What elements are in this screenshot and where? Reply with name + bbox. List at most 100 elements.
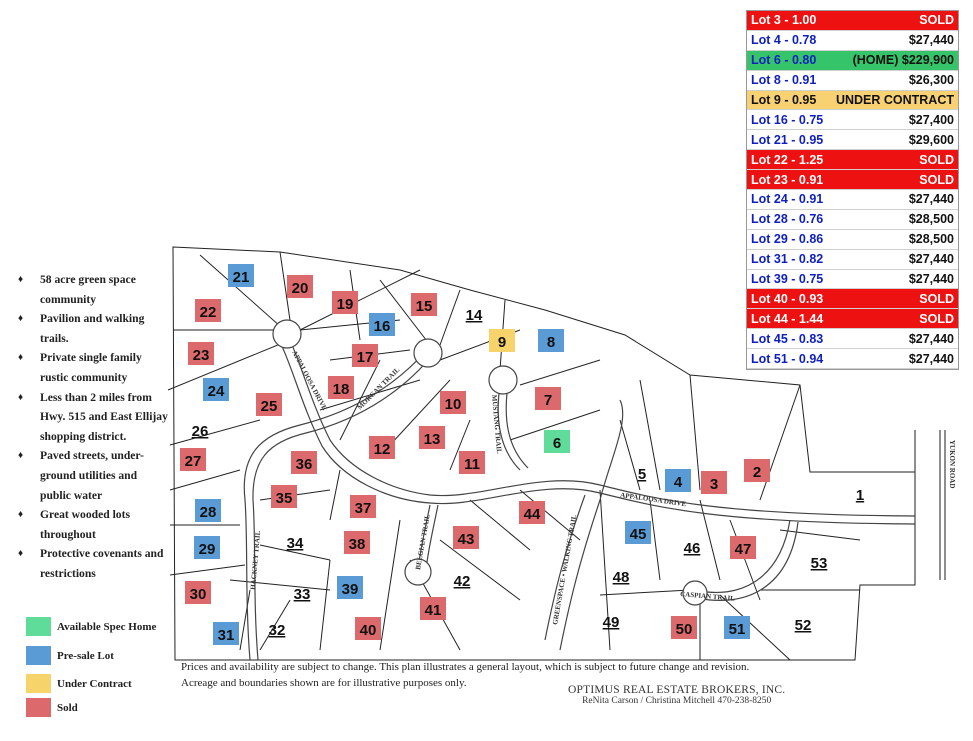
lot-number: 35 xyxy=(276,490,293,507)
price-row: Lot 4 - 0.78 $27,440 xyxy=(747,30,958,51)
lot-number: 3 xyxy=(710,476,718,493)
lot-44: 44 xyxy=(519,501,545,524)
lot-number: 21 xyxy=(233,269,250,286)
mustang-trail-road xyxy=(497,384,521,471)
lot-49: 49 xyxy=(603,614,620,631)
price-row-price: SOLD xyxy=(919,152,954,167)
lot-number: 30 xyxy=(190,586,207,603)
lot-43: 43 xyxy=(453,526,479,549)
lot-16: 16 xyxy=(369,313,395,336)
disclaimer: Prices and availability are subject to c… xyxy=(181,660,749,691)
lot-3: 3 xyxy=(701,471,727,494)
lot-number: 15 xyxy=(416,298,433,315)
lot-status-marker xyxy=(287,275,313,298)
lot-51: 51 xyxy=(724,616,750,639)
lot-status-marker xyxy=(228,264,254,287)
lot-boundaries xyxy=(167,246,916,661)
lot-number: 6 xyxy=(553,435,561,452)
lot-number: 49 xyxy=(603,614,620,631)
lot-number: 13 xyxy=(424,431,441,448)
lot-status-marker xyxy=(291,451,317,474)
price-row: Lot 40 - 0.93 SOLD xyxy=(747,289,958,310)
feature-item: ♦ Paved streets, under-ground utilities a… xyxy=(18,446,168,505)
price-row: Lot 31 - 0.82 $27,440 xyxy=(747,249,958,270)
price-row-lot: Lot 51 - 0.94 xyxy=(751,351,824,366)
price-row-price: $28,500 xyxy=(908,232,954,247)
lot-status-marker xyxy=(535,387,561,410)
lot-1: 1 xyxy=(856,487,864,504)
lot-41: 41 xyxy=(420,597,446,620)
price-table: Lot 3 - 1.00 SOLD Lot 4 - 0.78 $27,440 Lot 6… xyxy=(746,10,959,371)
feature-text: Protective covenants and restrictions xyxy=(40,547,164,580)
price-row: Lot 16 - 0.75 $27,400 xyxy=(747,110,958,131)
lot-status-marker xyxy=(344,531,370,554)
lot-number: 1 xyxy=(856,487,864,504)
lot-number: 43 xyxy=(458,531,475,548)
legend-item: Under Contract xyxy=(26,674,132,693)
lot-number: 51 xyxy=(729,621,746,638)
lot-number: 37 xyxy=(355,500,372,517)
price-row-price: SOLD xyxy=(919,172,954,187)
lot-status-marker xyxy=(724,616,750,639)
lot-13: 13 xyxy=(419,426,445,449)
disclaimer-line-2: Acreage and boundaries shown are for ill… xyxy=(181,676,467,689)
lot-50: 50 xyxy=(671,616,697,639)
morgan-label: MORGAN TRAIL xyxy=(356,366,402,412)
lot-32: 32 xyxy=(269,622,286,639)
lot-46: 46 xyxy=(684,540,701,557)
lot-number: 18 xyxy=(333,381,350,398)
lot-21: 21 xyxy=(228,264,254,287)
feature-text: Great wooded lots throughout xyxy=(40,508,130,541)
appaloosa-drive-road xyxy=(287,335,916,517)
lot-31: 31 xyxy=(213,622,239,645)
lot-29: 29 xyxy=(194,536,220,559)
price-row-price: $27,440 xyxy=(908,331,954,346)
lot-37: 37 xyxy=(350,495,376,518)
lot-number: 16 xyxy=(374,318,391,335)
greenspace-label: GREENSPACE • WALKING TRAIL xyxy=(551,514,578,626)
lot-status-marker xyxy=(195,299,221,322)
lot-52: 52 xyxy=(795,617,812,634)
legend-swatch xyxy=(26,674,51,693)
lot-status-marker xyxy=(332,291,358,314)
lot-number: 52 xyxy=(795,617,812,634)
lot-23: 23 xyxy=(188,342,214,365)
lot-number: 29 xyxy=(199,541,216,558)
lot-36: 36 xyxy=(291,451,317,474)
price-row-lot: Lot 8 - 0.91 xyxy=(751,73,817,88)
legend-item: Available Spec Home xyxy=(26,617,156,636)
lot-status-marker xyxy=(544,430,570,453)
lot-19: 19 xyxy=(332,291,358,314)
lot-34: 34 xyxy=(287,535,304,552)
feature-text: Paved streets, under-ground utilities an… xyxy=(40,449,145,502)
feature-list: ♦ 58 acre green space community ♦ Pavilion … xyxy=(18,270,168,584)
price-row-price: $29,600 xyxy=(908,132,954,147)
lot-status-marker xyxy=(519,501,545,524)
price-row-price: $28,500 xyxy=(908,212,954,227)
lot-status-marker xyxy=(625,521,651,544)
lot-status-marker xyxy=(701,471,727,494)
price-row-lot: Lot 28 - 0.76 xyxy=(751,212,824,227)
lot-status-marker xyxy=(440,391,466,414)
price-row-price: $27,400 xyxy=(908,112,954,127)
lot-number: 33 xyxy=(294,586,311,603)
lot-33: 33 xyxy=(294,586,311,603)
lot-status-marker xyxy=(489,329,515,352)
lot-number: 9 xyxy=(498,334,506,351)
lot-35: 35 xyxy=(271,485,297,508)
price-row: Lot 28 - 0.76 $28,500 xyxy=(747,209,958,230)
lot-status-marker xyxy=(185,581,211,604)
feature-item: ♦ 58 acre green space community xyxy=(18,270,168,309)
lot-39: 39 xyxy=(337,576,363,599)
price-row-lot: Lot 40 - 0.93 xyxy=(751,291,824,306)
lot-number: 7 xyxy=(544,392,552,409)
feature-text: 58 acre green space community xyxy=(40,273,136,306)
lot-status-marker xyxy=(352,344,378,367)
price-row: Lot 44 - 1.44 SOLD xyxy=(747,309,958,330)
lot-status-marker xyxy=(420,597,446,620)
cul-de-sacs xyxy=(272,319,708,606)
lot-number: 8 xyxy=(547,334,555,351)
price-row: Lot 9 - 0.95 UNDER CONTRACT xyxy=(747,90,958,111)
lot-status-marker xyxy=(195,499,221,522)
lot-number: 4 xyxy=(674,474,683,491)
